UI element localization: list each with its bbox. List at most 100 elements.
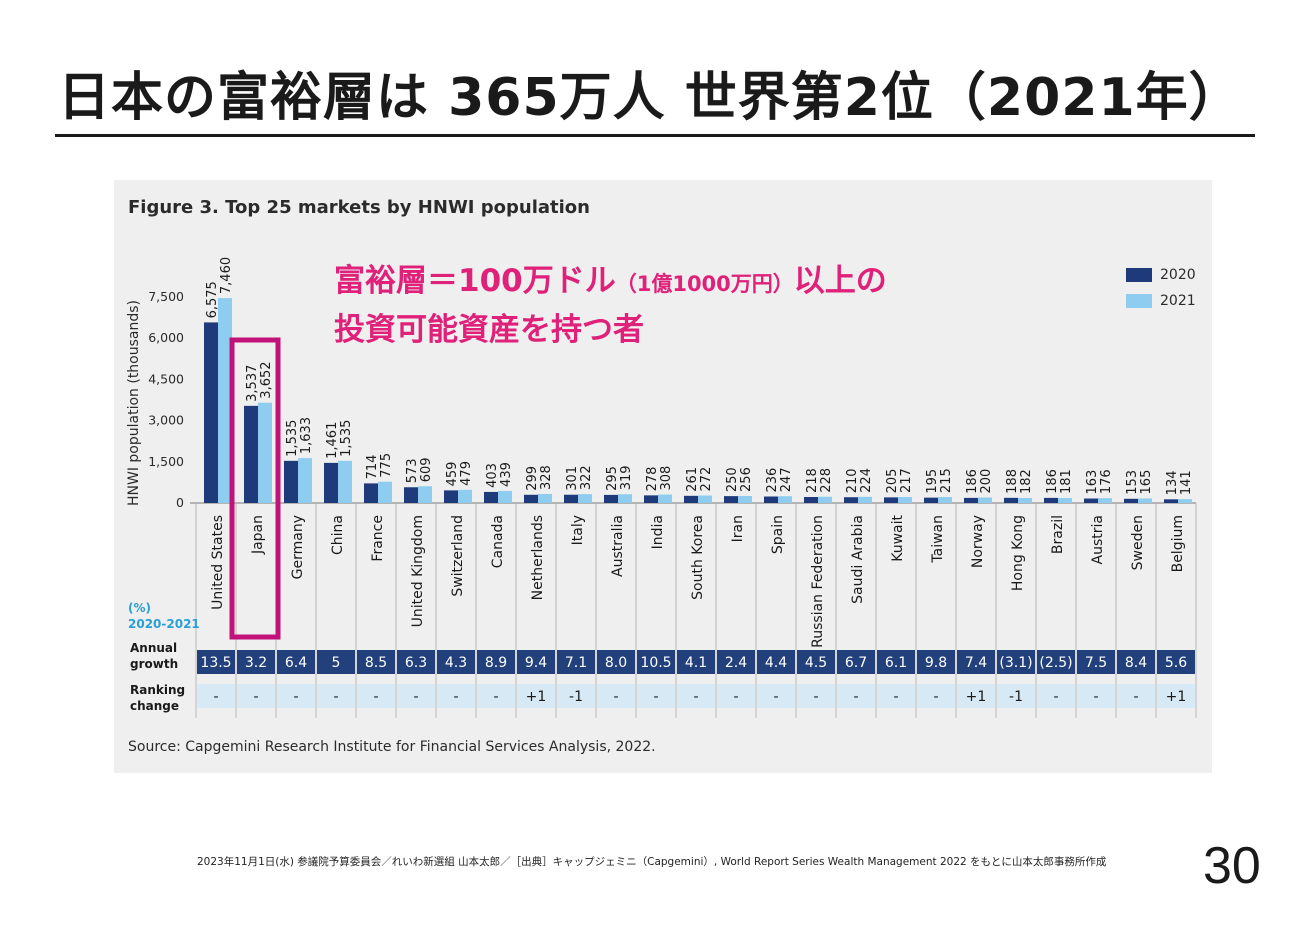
- bar-value-label-2021: 256: [739, 467, 754, 492]
- bar-value-label-2021: 439: [499, 462, 514, 487]
- growth-cell: [677, 650, 715, 674]
- y-tick-label: 1,500: [148, 454, 184, 469]
- figure-panel: Figure 3. Top 25 markets by HNWI populat…: [114, 180, 1212, 773]
- bar-value-label-2021: 141: [1179, 470, 1194, 495]
- bar-value-label-2020: 6,575: [205, 281, 220, 318]
- hnwi-definition-callout: 富裕層＝100万ドル（1億1000万円）以上の 投資可能資産を持つ者: [334, 258, 887, 353]
- bar-2020: [604, 494, 618, 503]
- growth-cell: [317, 650, 355, 674]
- bar-2020: [844, 497, 858, 503]
- category-label: Hong Kong: [1010, 515, 1026, 591]
- category-label: Brazil: [1050, 515, 1066, 554]
- bar-2021: [418, 486, 432, 503]
- ranking-cell: [197, 684, 235, 708]
- category-label: Saudi Arabia: [850, 515, 866, 604]
- ranking-value: -: [893, 689, 898, 705]
- ranking-cell: [637, 684, 675, 708]
- growth-cell: [597, 650, 635, 674]
- bar-value-label-2020: 210: [845, 468, 860, 493]
- bar-2021: [298, 458, 312, 503]
- legend-swatch-2021: [1126, 294, 1152, 308]
- category-label: United States: [210, 515, 226, 610]
- bar-value-label-2021: 775: [379, 453, 394, 478]
- period-label: 2020-2021: [128, 617, 200, 631]
- ranking-value: -: [373, 689, 378, 705]
- growth-cell: [637, 650, 675, 674]
- ranking-cell: [477, 684, 515, 708]
- bar-2021: [938, 497, 952, 503]
- legend-item-2021: 2021: [1126, 288, 1196, 314]
- bar-value-label-2020: 714: [365, 455, 380, 480]
- legend: 2020 2021: [1126, 262, 1196, 314]
- category-label: Spain: [770, 515, 786, 554]
- bar-value-label-2020: 573: [405, 458, 420, 483]
- source-note: Source: Capgemini Research Institute for…: [128, 739, 656, 755]
- callout-text-a: 富裕層＝100万ドル: [334, 263, 616, 299]
- bar-2021: [1178, 499, 1192, 503]
- bar-2021: [898, 497, 912, 503]
- bar-2021: [818, 496, 832, 503]
- bar-value-label-2020: 218: [805, 468, 820, 493]
- growth-cell: [237, 650, 275, 674]
- callout-line-1: 富裕層＝100万ドル（1億1000万円）以上の: [334, 258, 887, 307]
- bar-value-label-2020: 134: [1165, 470, 1180, 495]
- bar-2021: [978, 497, 992, 503]
- bar-value-label-2021: 308: [659, 466, 674, 491]
- bar-value-label-2020: 459: [445, 462, 460, 487]
- ranking-cell: [877, 684, 915, 708]
- ranking-value: +1: [966, 689, 987, 705]
- bar-2021: [858, 496, 872, 503]
- growth-cell: [1077, 650, 1115, 674]
- bar-value-label-2021: 165: [1139, 470, 1154, 495]
- growth-row-label-1: Annual: [130, 641, 177, 655]
- ranking-value: -: [333, 689, 338, 705]
- category-label: Switzerland: [450, 515, 466, 597]
- ranking-cell: [317, 684, 355, 708]
- ranking-cell: [717, 684, 755, 708]
- legend-item-2020: 2020: [1126, 262, 1196, 288]
- bar-2020: [1084, 498, 1098, 503]
- bar-2020: [964, 497, 978, 503]
- ranking-cell: [397, 684, 435, 708]
- growth-value: 9.4: [525, 655, 547, 671]
- bar-value-label-2021: 272: [699, 467, 714, 492]
- bar-2021: [1058, 498, 1072, 503]
- bar-value-label-2020: 195: [925, 469, 940, 494]
- bar-2021: [258, 402, 272, 503]
- bar-2021: [658, 494, 672, 503]
- bar-value-label-2021: 322: [579, 465, 594, 490]
- ranking-value: -: [773, 689, 778, 705]
- category-label: Netherlands: [530, 515, 546, 600]
- ranking-value: -: [253, 689, 258, 705]
- bar-value-label-2020: 3,537: [245, 365, 260, 402]
- category-label: Italy: [570, 515, 586, 545]
- bar-2020: [1004, 497, 1018, 503]
- category-label: India: [650, 515, 666, 549]
- growth-cell: [837, 650, 875, 674]
- ranking-cell: [837, 684, 875, 708]
- bar-value-label-2020: 186: [1045, 469, 1060, 494]
- bar-2021: [218, 298, 232, 503]
- bar-2021: [1018, 498, 1032, 503]
- growth-value: 7.1: [565, 655, 587, 671]
- japan-highlight-box: [229, 337, 281, 640]
- ranking-cell: [597, 684, 635, 708]
- bar-value-label-2020: 295: [605, 466, 620, 491]
- ranking-cell: [277, 684, 315, 708]
- bar-value-label-2020: 1,535: [285, 420, 300, 457]
- bar-2020: [684, 495, 698, 503]
- bar-2021: [1098, 498, 1112, 503]
- ranking-cell: [997, 684, 1035, 708]
- growth-value: 9.8: [925, 655, 947, 671]
- ranking-cell: [1037, 684, 1075, 708]
- growth-value: 6.4: [285, 655, 307, 671]
- growth-value: 7.5: [1085, 655, 1107, 671]
- category-label: Germany: [290, 515, 306, 579]
- growth-value: 13.5: [200, 655, 231, 671]
- ranking-cell: [357, 684, 395, 708]
- category-label: Sweden: [1130, 515, 1146, 570]
- bar-2021: [578, 494, 592, 503]
- category-label: Kuwait: [890, 514, 906, 561]
- ranking-value: -: [1133, 689, 1138, 705]
- ranking-value: -: [693, 689, 698, 705]
